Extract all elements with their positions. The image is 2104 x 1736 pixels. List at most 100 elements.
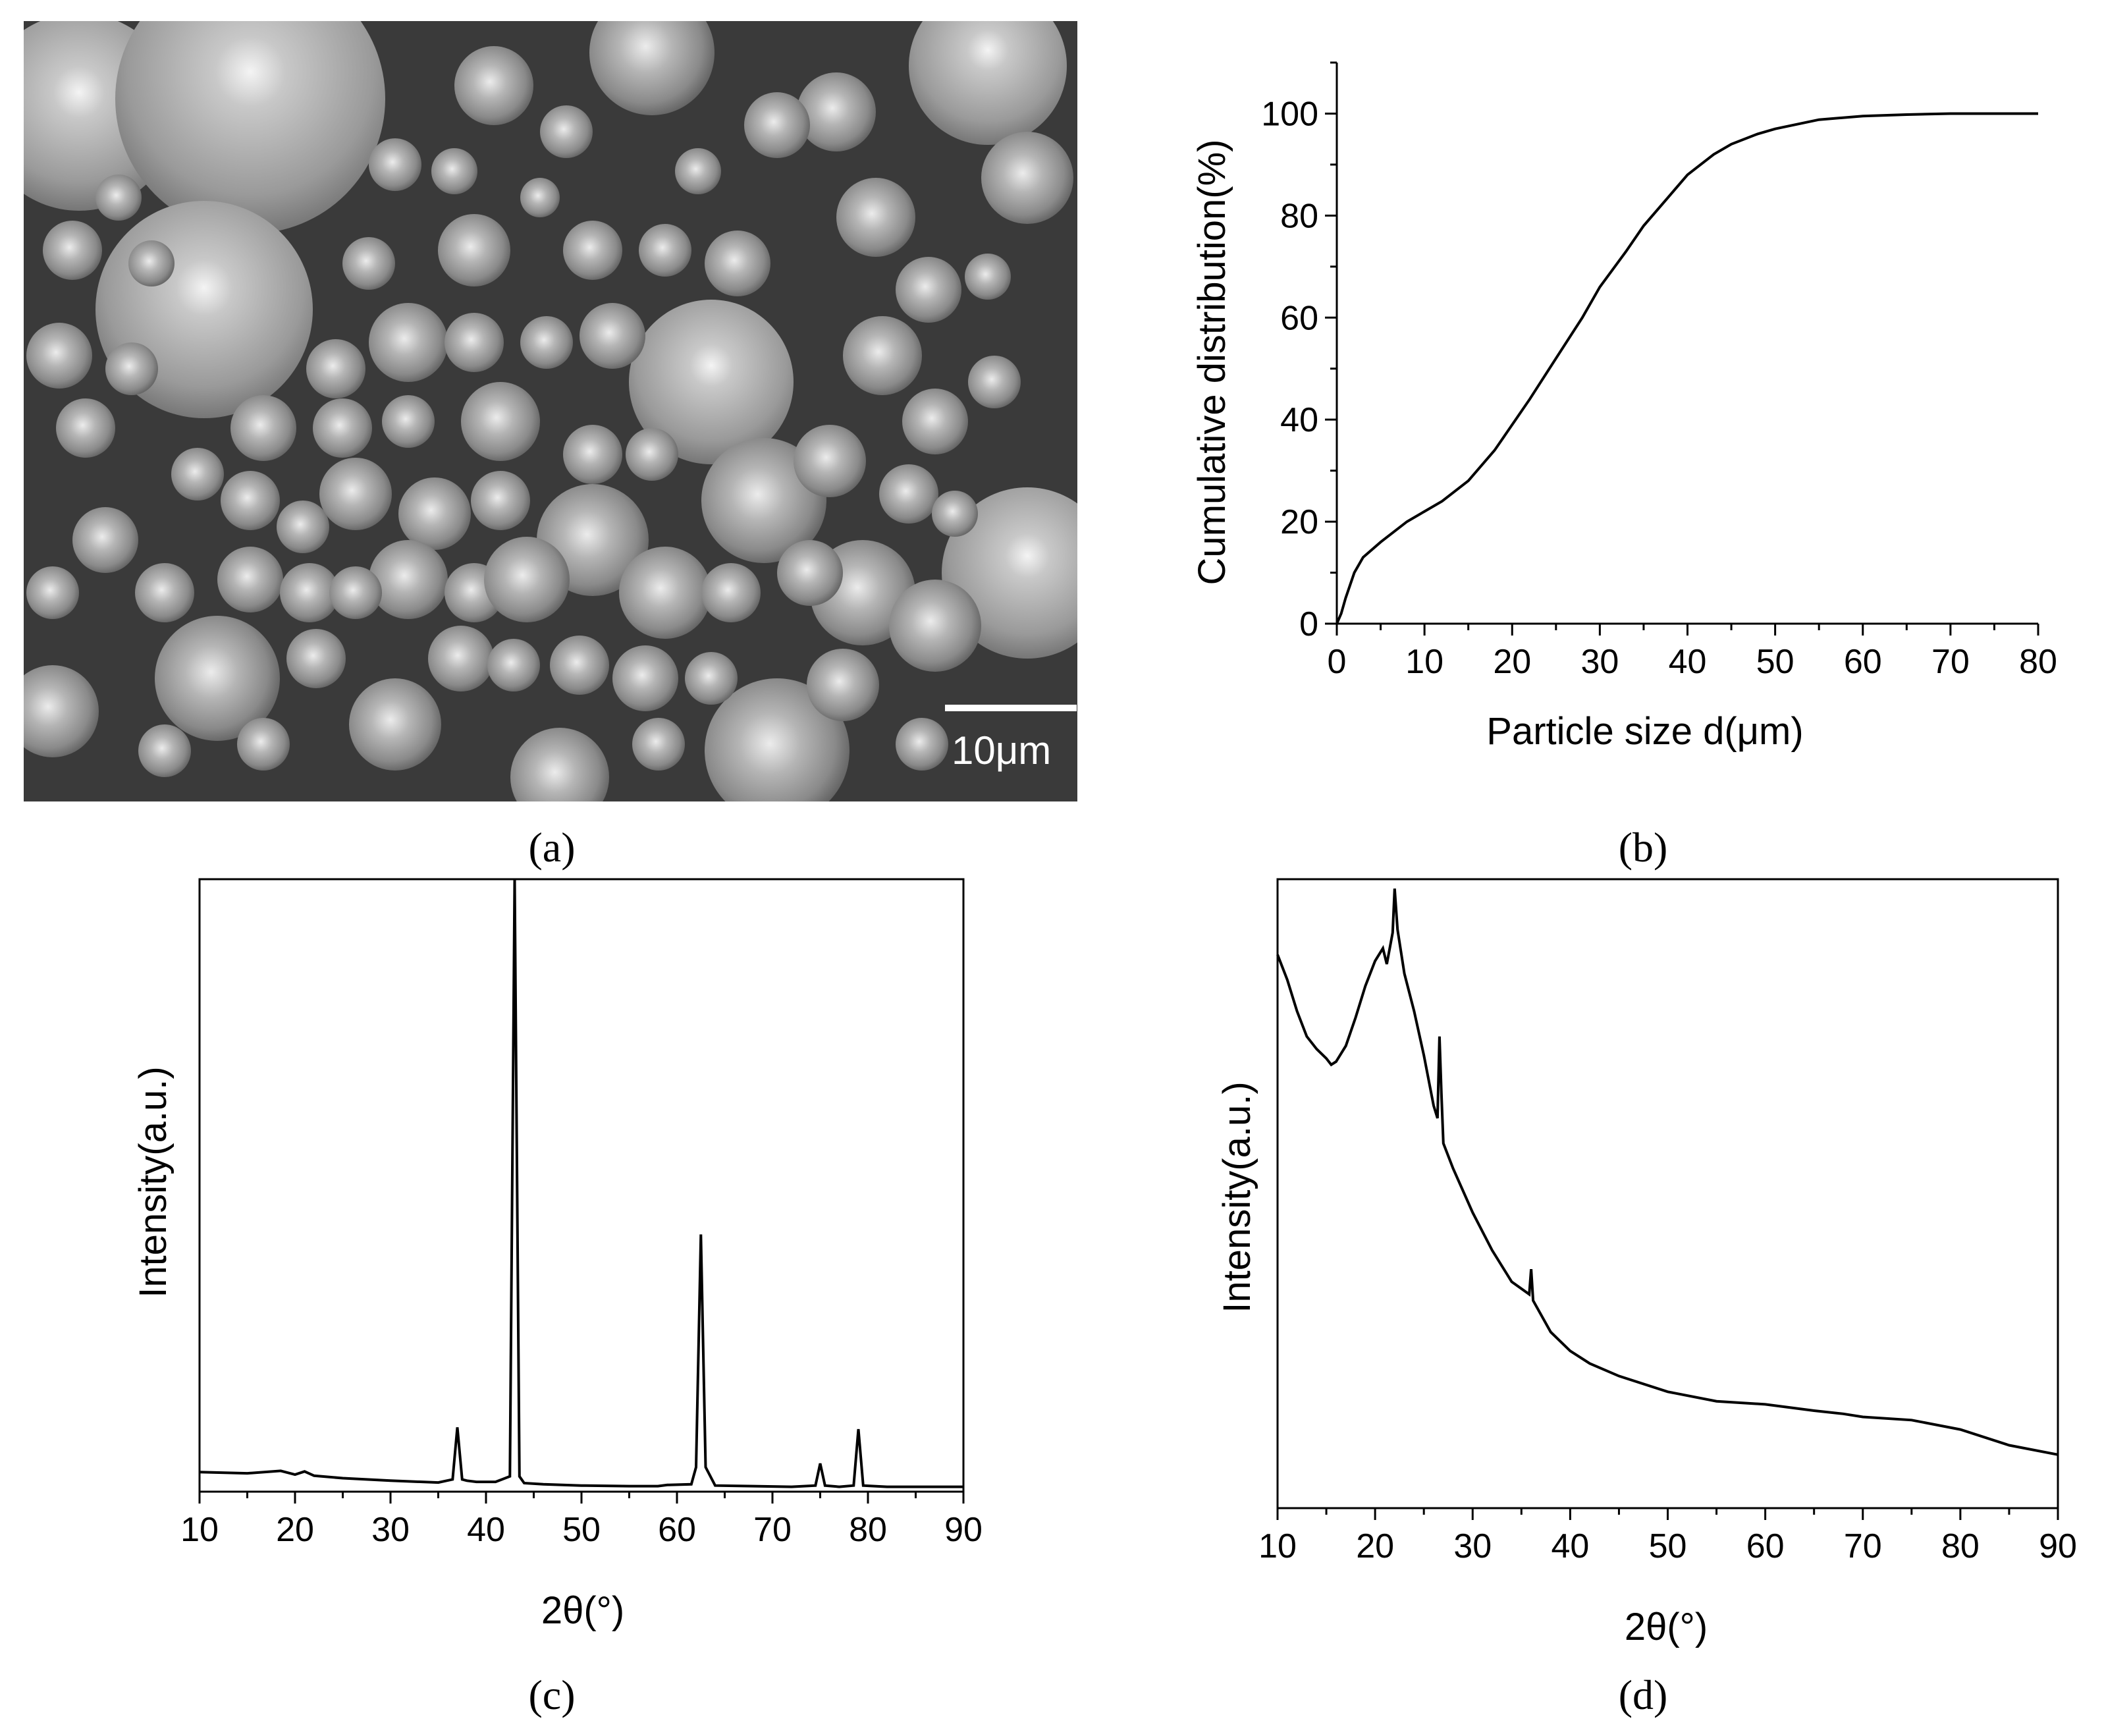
particle-sphere <box>24 665 99 757</box>
particle-sphere <box>705 231 770 296</box>
particle-sphere <box>43 221 102 280</box>
particle-sphere <box>629 300 794 464</box>
particle-sphere <box>171 448 224 501</box>
caption-c: (c) <box>528 1671 575 1718</box>
x-tick-label: 10 <box>1405 643 1443 681</box>
c-ylabel: Intensity(a.u.) <box>132 1066 175 1297</box>
particle-sphere <box>685 652 738 705</box>
particle-sphere <box>72 507 138 573</box>
x-tick-label: 90 <box>2039 1527 2077 1565</box>
x-tick-label: 40 <box>1551 1527 1589 1565</box>
x-tick-label: 90 <box>944 1511 983 1549</box>
caption-a: (a) <box>528 824 575 871</box>
particle-sphere <box>896 718 948 771</box>
x-tick-label: 80 <box>2019 643 2057 681</box>
particle-spheres <box>24 21 1077 801</box>
xrd-chart-d: Intensity(a.u.) 2θ(°) 10 20 30 40 50 60 70 80 90 <box>1216 878 2077 1648</box>
particle-sphere <box>705 678 850 801</box>
particle-sphere <box>277 501 329 553</box>
particle-sphere <box>398 477 471 550</box>
cumulative-distribution-chart: Cumulative distribution(%) Particle size… <box>1191 61 2057 753</box>
particle-sphere <box>471 471 530 530</box>
particle-sphere <box>563 221 622 280</box>
particle-sphere <box>777 540 843 606</box>
caption-b: (b) <box>1619 824 1668 871</box>
particle-sphere <box>965 254 1011 300</box>
scale-bar-label: 10μm <box>952 728 1051 773</box>
x-tick-label: 10 <box>1258 1527 1297 1565</box>
particle-sphere <box>454 46 533 125</box>
particle-sphere <box>540 105 593 158</box>
particle-sphere <box>612 645 678 711</box>
particle-sphere <box>879 464 938 524</box>
plot-frame <box>1276 878 2059 1509</box>
x-tick-label: 50 <box>1649 1527 1687 1565</box>
particle-sphere <box>56 398 115 458</box>
particle-sphere <box>701 563 761 622</box>
particle-sphere <box>981 132 1073 224</box>
b-xlabel: Particle size d(μm) <box>1486 710 1803 753</box>
particle-sphere <box>128 240 175 286</box>
particle-sphere <box>431 148 477 194</box>
particle-sphere <box>619 547 711 639</box>
sem-micrograph: 10μm <box>24 21 1077 801</box>
x-tick-label: 40 <box>1669 643 1707 681</box>
particle-sphere <box>306 339 365 398</box>
d-ylabel: Intensity(a.u.) <box>1216 1081 1258 1313</box>
x-tick-label: 0 <box>1328 643 1347 681</box>
particle-sphere <box>461 382 540 461</box>
particle-sphere <box>932 491 978 537</box>
particle-sphere <box>563 425 622 484</box>
particle-sphere <box>902 389 968 454</box>
particle-sphere <box>313 398 372 458</box>
x-tick-label: 60 <box>658 1511 696 1549</box>
x-tick-label: 70 <box>753 1511 792 1549</box>
x-tick-label: 60 <box>1746 1527 1785 1565</box>
y-tick-label: 0 <box>1299 605 1318 643</box>
caption-d: (d) <box>1619 1671 1668 1718</box>
particle-sphere <box>95 175 142 221</box>
particle-sphere <box>836 178 915 257</box>
particle-sphere <box>484 537 570 622</box>
particle-sphere <box>349 678 441 771</box>
x-tick-label: 10 <box>180 1511 219 1549</box>
particle-sphere <box>135 563 194 622</box>
particle-sphere <box>487 639 540 692</box>
scale-bar <box>945 705 1077 711</box>
plot-frame <box>198 878 965 1493</box>
x-tick-label: 80 <box>849 1511 887 1549</box>
particle-sphere <box>580 303 645 369</box>
particle-sphere <box>286 629 346 688</box>
particle-sphere <box>280 563 339 622</box>
particle-sphere <box>105 342 158 395</box>
particle-sphere <box>909 21 1067 145</box>
x-tick-label: 20 <box>1493 643 1531 681</box>
y-tick-label: 40 <box>1280 401 1318 439</box>
particle-sphere <box>445 313 504 372</box>
xrd-chart-c: Intensity(a.u.) 2θ(°) 10 20 30 40 50 60 70 80 90 <box>132 878 983 1632</box>
particle-sphere <box>369 138 421 191</box>
x-tick-label: 50 <box>1756 643 1794 681</box>
x-tick-label: 20 <box>1356 1527 1394 1565</box>
particle-sphere <box>632 718 685 771</box>
particle-sphere <box>843 316 922 395</box>
x-tick-label: 40 <box>467 1511 505 1549</box>
particle-sphere <box>319 458 392 530</box>
x-tick-label: 50 <box>562 1511 601 1549</box>
particle-sphere <box>155 616 280 741</box>
particle-sphere <box>896 257 961 323</box>
x-tick-label: 70 <box>1931 643 1970 681</box>
y-tick-label: 60 <box>1280 299 1318 337</box>
particle-sphere <box>237 718 290 771</box>
series-line <box>199 879 963 1488</box>
particle-sphere <box>675 148 721 194</box>
x-tick-label: 30 <box>1453 1527 1492 1565</box>
particle-sphere <box>428 626 494 692</box>
series-line <box>1335 112 2038 624</box>
x-tick-label: 70 <box>1844 1527 1882 1565</box>
y-tick-label: 80 <box>1280 197 1318 235</box>
particle-sphere <box>510 728 609 801</box>
d-xlabel: 2θ(°) <box>1625 1606 1708 1648</box>
particle-sphere <box>794 425 866 497</box>
